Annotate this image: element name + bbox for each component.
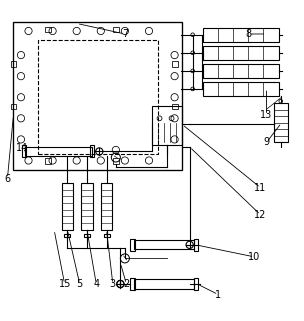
Bar — [134, 280, 194, 289]
Bar — [130, 278, 135, 290]
Text: 7: 7 — [122, 29, 128, 39]
Bar — [194, 239, 199, 251]
Text: 6: 6 — [4, 174, 10, 184]
Text: 8: 8 — [245, 29, 251, 39]
Bar — [13, 22, 182, 169]
Bar — [64, 234, 70, 237]
Bar — [152, 106, 182, 145]
Bar — [134, 240, 194, 249]
Text: 13: 13 — [260, 110, 273, 120]
Bar — [130, 239, 135, 251]
Bar — [113, 158, 119, 163]
Text: 2: 2 — [123, 279, 130, 289]
Bar — [45, 158, 51, 163]
Bar — [203, 64, 278, 78]
Bar — [172, 104, 178, 109]
Bar — [194, 278, 199, 290]
Text: 11: 11 — [254, 183, 267, 193]
Bar — [81, 183, 93, 230]
Text: 14: 14 — [16, 143, 29, 153]
Bar — [203, 82, 278, 96]
Bar — [11, 104, 16, 109]
Bar — [274, 103, 288, 143]
Bar — [90, 145, 94, 158]
Bar — [101, 183, 112, 230]
Text: 1: 1 — [215, 290, 221, 299]
Bar — [45, 27, 51, 32]
Text: 9: 9 — [263, 137, 270, 147]
Text: 15: 15 — [58, 279, 71, 289]
Bar — [22, 145, 26, 158]
Bar — [84, 234, 90, 237]
Bar — [62, 183, 73, 230]
Text: 10: 10 — [248, 252, 261, 262]
Text: 12: 12 — [254, 210, 267, 220]
Bar — [26, 147, 92, 156]
Text: 5: 5 — [77, 279, 83, 289]
Bar — [11, 61, 16, 67]
Bar — [172, 61, 178, 67]
Text: 3: 3 — [110, 279, 116, 289]
Text: 4: 4 — [93, 279, 99, 289]
Bar — [103, 234, 109, 237]
Bar — [203, 46, 278, 60]
Bar — [113, 27, 119, 32]
Bar — [37, 40, 158, 154]
Bar — [203, 28, 278, 41]
